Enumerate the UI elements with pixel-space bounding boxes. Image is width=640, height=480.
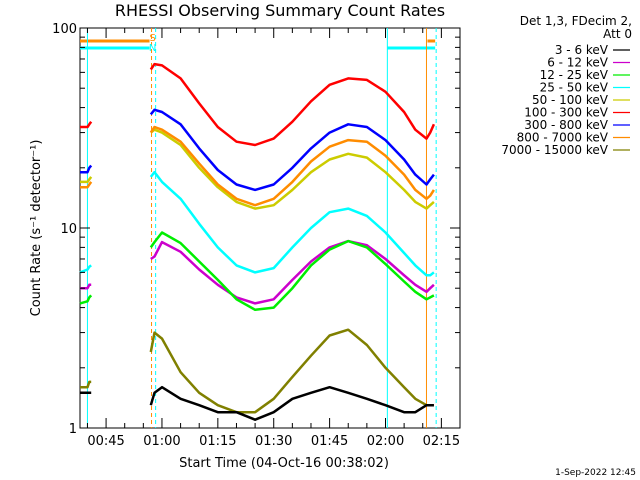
series-line — [80, 62, 436, 147]
series-line — [80, 108, 435, 192]
x-tick-label: 02:15 — [423, 434, 460, 449]
series-line — [80, 128, 435, 210]
x-axis-ticks: 00:45 01:00 01:15 01:30 01:45 02:00 02:15 — [86, 28, 461, 449]
night-flag-label: N — [149, 43, 156, 54]
y-tick-label: 100 — [52, 22, 77, 37]
plot-frame — [79, 27, 461, 429]
legend-label: 300 - 800 keV — [524, 118, 608, 132]
flag-lines: SN — [80, 28, 437, 428]
legend-label: 100 - 300 keV — [524, 106, 608, 120]
x-tick-label: 01:00 — [143, 434, 180, 449]
x-tick-label: 00:45 — [87, 434, 124, 449]
series-line — [80, 125, 435, 207]
series-lines — [79, 62, 436, 421]
legend-label: 3 - 6 keV — [555, 43, 609, 57]
series-line — [80, 385, 434, 421]
legend-label: 7000 - 15000 keV — [501, 143, 608, 157]
legend-label: 50 - 100 keV — [532, 93, 609, 107]
header-line: Att 0 — [603, 27, 632, 41]
legend-label: 800 - 7000 keV — [517, 131, 609, 145]
series-line — [79, 231, 435, 312]
saa-flag-label: S — [149, 33, 155, 44]
legend-label: 6 - 12 keV — [547, 56, 609, 70]
footer-timestamp: 1-Sep-2022 12:45 — [555, 468, 636, 478]
x-tick-label: 01:30 — [255, 434, 292, 449]
series-line — [80, 328, 434, 414]
x-axis-label: Start Time (04-Oct-16 00:38:02) — [179, 456, 389, 471]
header-line: Det 1,3, FDecim 2, — [520, 14, 632, 28]
legend-label: 25 - 50 keV — [540, 81, 609, 95]
detector-header: Det 1,3, FDecim 2,Att 0 — [520, 14, 632, 41]
y-axis-label: Count Rate (s⁻¹ detector⁻¹) — [29, 140, 44, 317]
legend-label: 12 - 25 keV — [540, 68, 609, 82]
x-tick-label: 01:45 — [311, 434, 348, 449]
y-tick-label: 1 — [69, 422, 77, 437]
y-axis-ticks: 1 10 100 — [52, 22, 460, 437]
x-tick-label: 01:15 — [199, 434, 236, 449]
x-tick-label: 02:00 — [367, 434, 404, 449]
y-tick-label: 10 — [60, 222, 77, 237]
series-line — [79, 170, 435, 277]
chart-title: RHESSI Observing Summary Count Rates — [115, 1, 445, 20]
